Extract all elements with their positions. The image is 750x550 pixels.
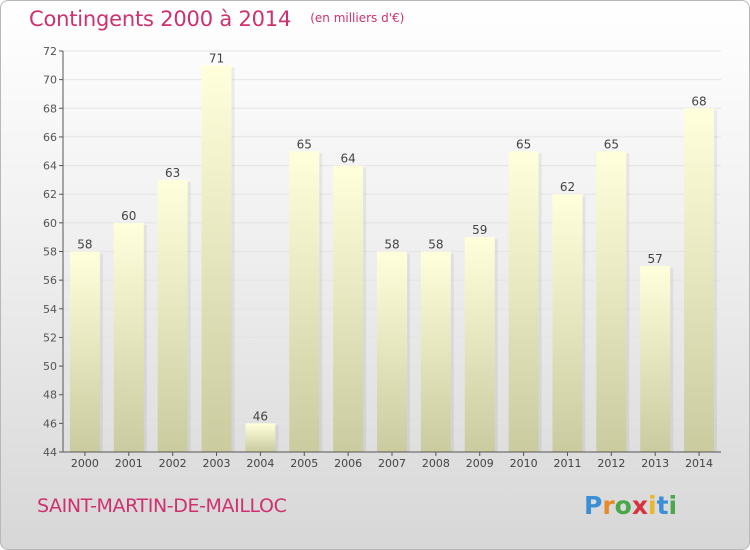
bar [201, 65, 232, 453]
y-tick-label: 64 [43, 160, 57, 173]
logo-letter: i [668, 491, 678, 520]
logo-letter: x [631, 491, 648, 520]
value-label: 65 [516, 137, 531, 151]
y-tick-label: 46 [43, 417, 57, 430]
x-tick-label: 2014 [685, 457, 713, 470]
bar [245, 423, 276, 452]
y-tick-label: 72 [43, 45, 57, 58]
y-tick-label: 56 [43, 274, 57, 287]
x-tick-labels: 2000 2001 2002 2003 2004 2005 2006 2007 2008 2009… [71, 457, 713, 470]
logo-letter: r [602, 491, 615, 520]
y-tick-label: 52 [43, 331, 57, 344]
value-label: 58 [77, 238, 92, 252]
logo-letter: i [648, 491, 657, 520]
bar [157, 179, 188, 452]
axes [59, 50, 721, 456]
bar [640, 265, 671, 452]
y-tick-label: 60 [43, 217, 57, 230]
x-tick-label: 2011 [553, 457, 581, 470]
value-label: 63 [165, 166, 180, 180]
bar [333, 165, 364, 453]
bar [420, 251, 451, 452]
commune-name: SAINT-MARTIN-DE-MAILLOC [37, 495, 287, 517]
value-label: 59 [472, 223, 487, 237]
title-row: Contingents 2000 à 2014 (en milliers d'€… [29, 7, 404, 31]
bar [596, 151, 627, 452]
value-label: 58 [428, 238, 443, 252]
value-label: 58 [384, 238, 399, 252]
x-tick-label: 2013 [641, 457, 669, 470]
value-label: 46 [253, 409, 268, 423]
bar [684, 108, 715, 453]
x-tick-label: 2001 [115, 457, 143, 470]
bar [464, 237, 495, 452]
x-tick-label: 2006 [334, 457, 362, 470]
value-label: 71 [209, 51, 224, 65]
bar [289, 151, 320, 452]
x-tick-label: 2004 [246, 457, 274, 470]
x-tick-label: 2007 [378, 457, 406, 470]
y-tick-label: 44 [43, 446, 57, 459]
logo-letter: P [584, 491, 603, 520]
y-tick-label: 58 [43, 246, 57, 259]
y-tick-label: 68 [43, 102, 57, 115]
y-tick-label: 70 [43, 74, 57, 87]
logo-letter: o [614, 491, 632, 520]
value-label: 65 [297, 137, 312, 151]
x-tick-label: 2012 [597, 457, 625, 470]
y-tick-label: 66 [43, 131, 57, 144]
value-labels: 58 60 63 71 46 65 64 58 58 59 65 62 65 57 68 [77, 51, 706, 423]
chart-subtitle: (en milliers d'€) [310, 11, 405, 25]
bar [552, 194, 583, 452]
chart-title: Contingents 2000 à 2014 [29, 7, 292, 31]
value-label: 57 [648, 252, 663, 266]
bar [377, 251, 407, 452]
value-label: 68 [691, 94, 706, 108]
x-tick-label: 2010 [510, 457, 538, 470]
y-tick-label: 54 [43, 303, 57, 316]
y-tick-labels: 44 46 48 50 52 54 56 58 60 62 64 66 68 70 72 [43, 45, 57, 459]
value-label: 62 [560, 180, 575, 194]
y-tick-label: 62 [43, 188, 57, 201]
proxiti-logo[interactable]: Proxiti [584, 491, 677, 520]
bar [508, 151, 539, 452]
x-tick-label: 2009 [466, 457, 494, 470]
x-tick-label: 2003 [203, 457, 231, 470]
bar [69, 251, 100, 452]
x-tick-label: 2002 [159, 457, 187, 470]
x-tick-label: 2008 [422, 457, 450, 470]
x-tick-label: 2000 [71, 457, 99, 470]
bar [113, 222, 144, 452]
value-label: 60 [121, 209, 136, 223]
value-label: 65 [604, 137, 619, 151]
x-tick-label: 2005 [290, 457, 318, 470]
value-label: 64 [340, 152, 355, 166]
y-tick-label: 50 [43, 360, 57, 373]
y-tick-label: 48 [43, 389, 57, 402]
bars [69, 65, 718, 453]
logo-letter: t [656, 491, 669, 520]
